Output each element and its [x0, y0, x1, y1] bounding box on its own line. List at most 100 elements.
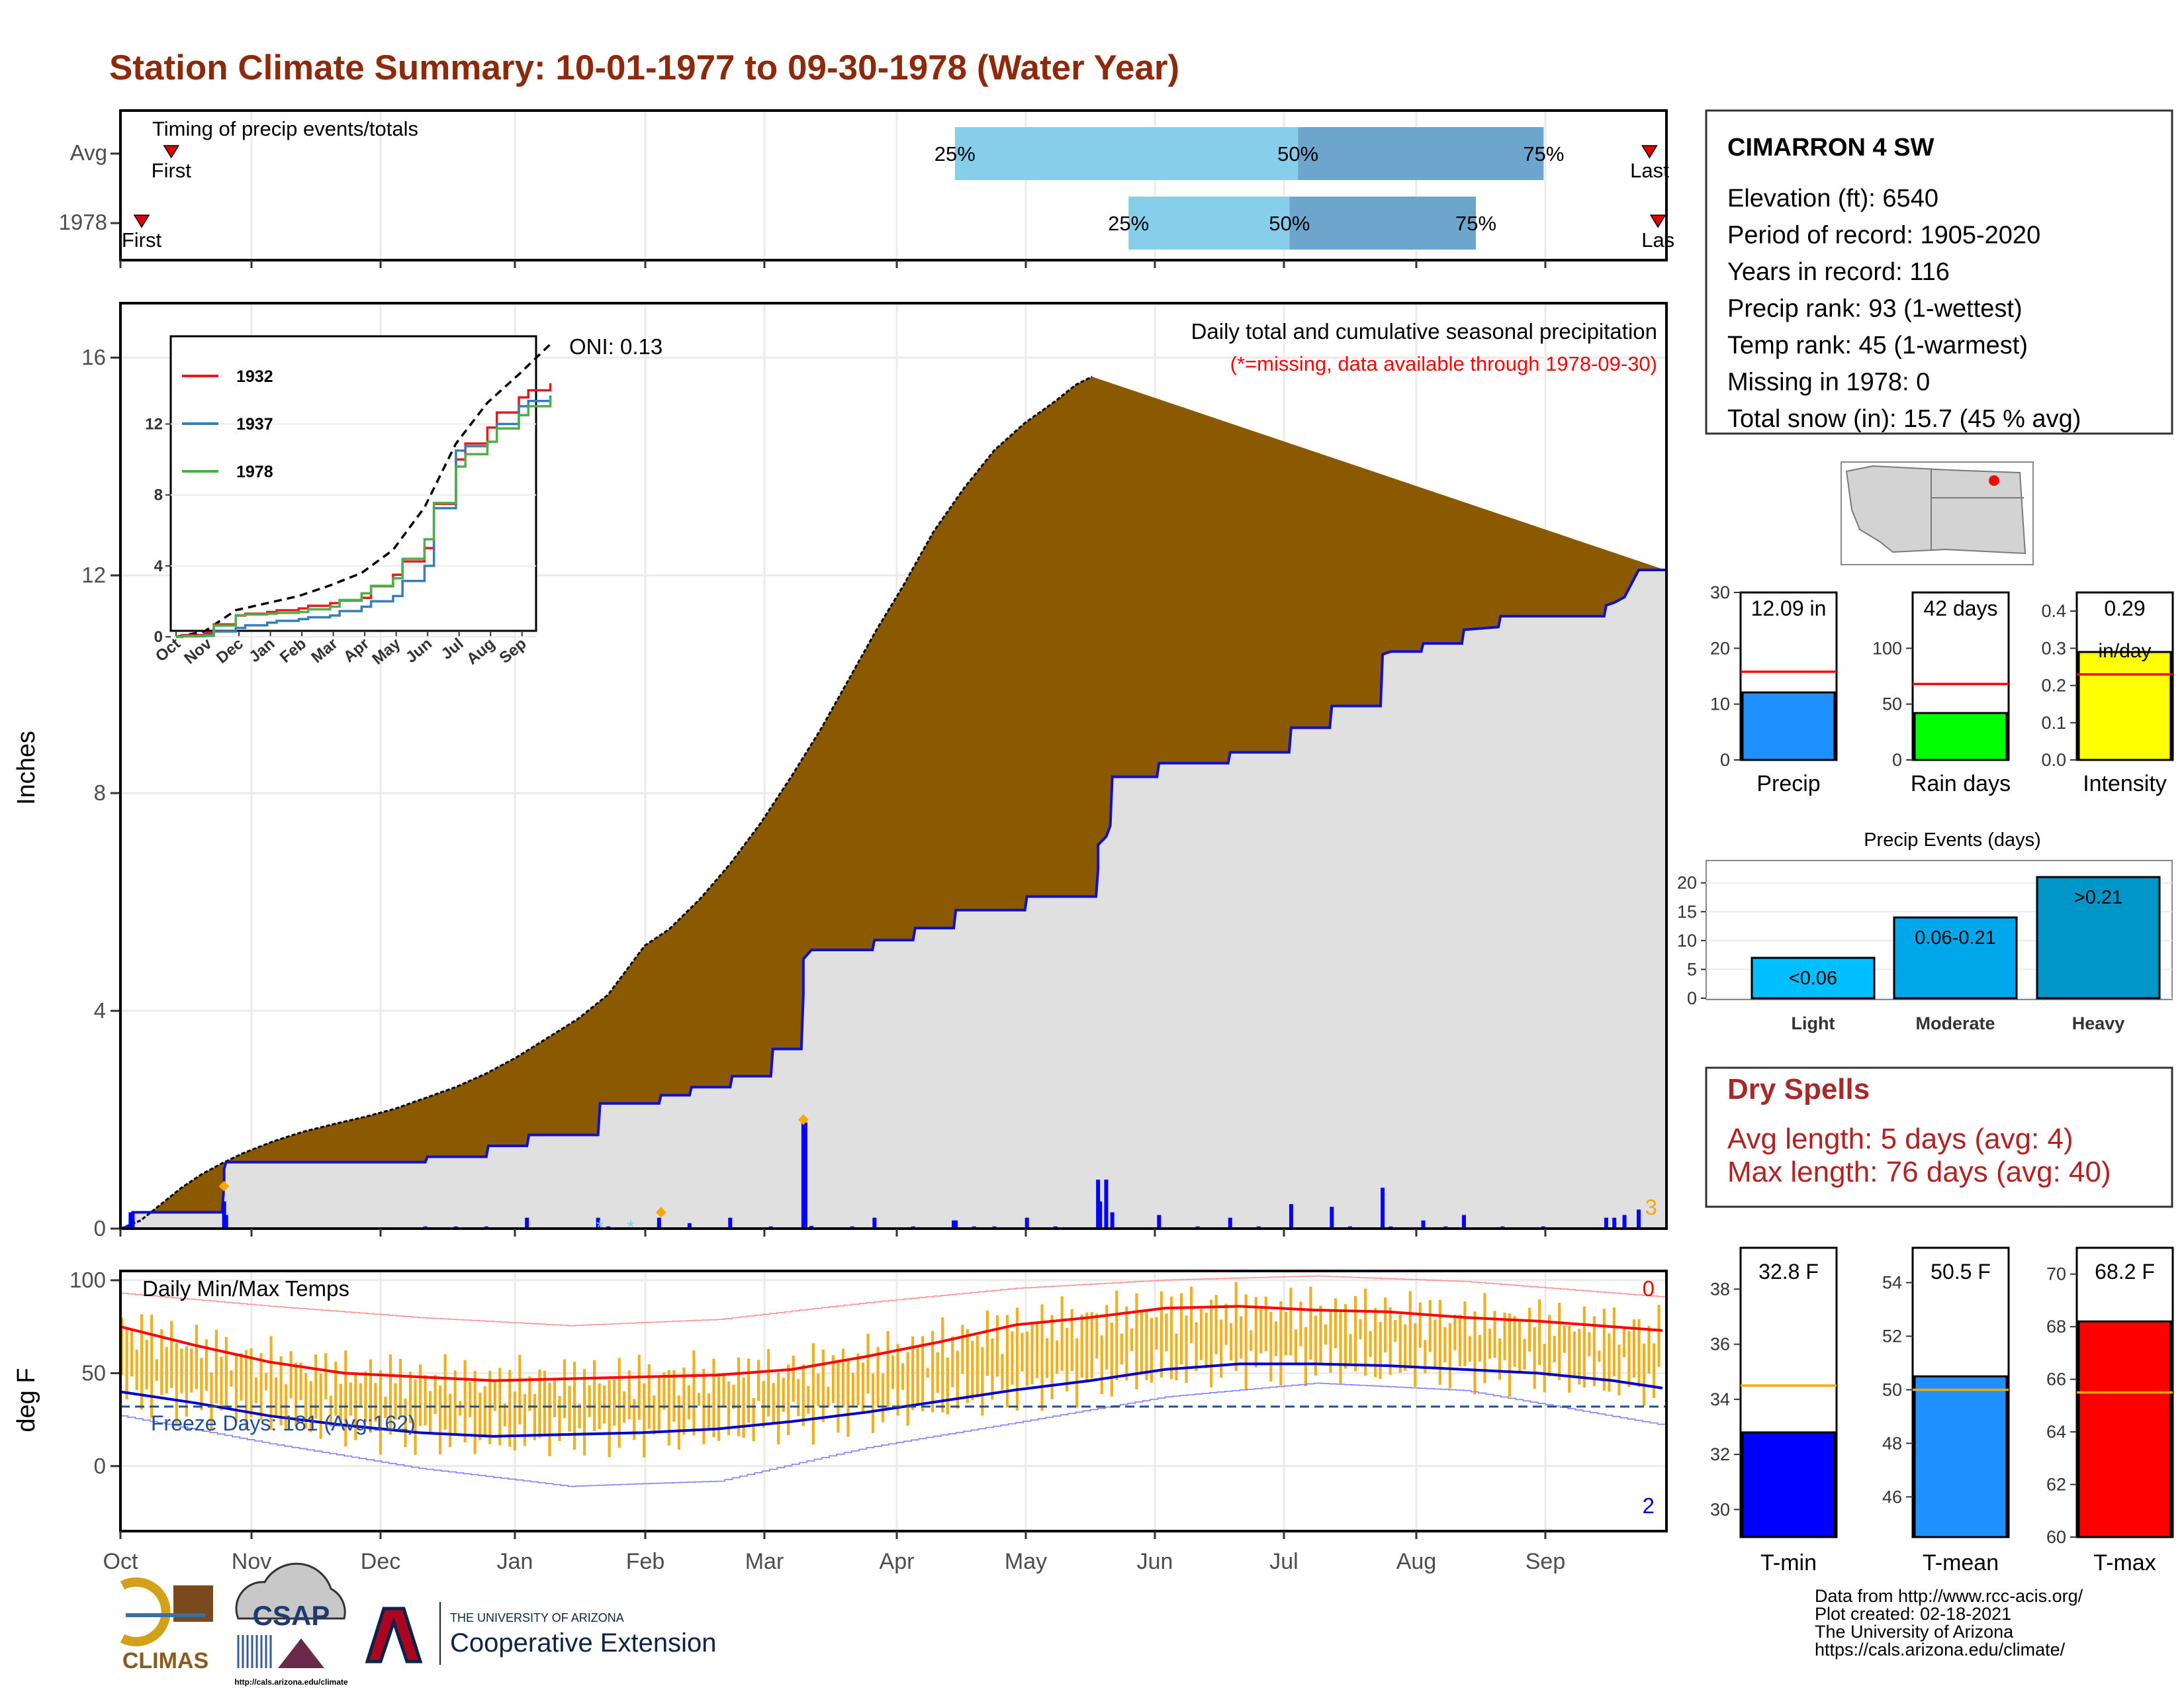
daily-temp-bar [727, 1382, 731, 1436]
daily-temp-bar [1608, 1333, 1611, 1392]
daily-temp-bar [1080, 1315, 1083, 1378]
daily-temp-bar [831, 1355, 835, 1403]
daily-temp-bar [394, 1383, 397, 1421]
temp-summary-ytick-label: 64 [2046, 1422, 2066, 1442]
daily-temp-bar [1056, 1340, 1059, 1374]
daily-temp-bar [210, 1372, 213, 1430]
daily-temp-bar [1438, 1299, 1441, 1385]
daily-temp-bar [976, 1335, 979, 1397]
timing-pct-25: 25% [1108, 212, 1149, 235]
daily-temp-bar [1284, 1311, 1287, 1356]
credit-line: The University of Arizona [1815, 1622, 2014, 1642]
temp-y-axis-label: deg F [13, 1368, 40, 1432]
daily-temp-bar [1528, 1307, 1531, 1352]
daily-temp-bar [1179, 1293, 1183, 1365]
daily-temp-bar [1453, 1315, 1457, 1350]
station-info-line: Period of record: 1905-2020 [1727, 222, 2040, 250]
csap-logo-text: CSAP [253, 1600, 330, 1631]
daily-temp-bar [388, 1354, 392, 1435]
daily-temp-bar [1066, 1327, 1069, 1392]
daily-temp-bar [662, 1372, 666, 1410]
precip-corner-count: 3 [1645, 1195, 1657, 1219]
daily-temp-bar [259, 1353, 263, 1420]
daily-precip-bar [130, 1212, 135, 1229]
daily-temp-bar [155, 1359, 158, 1382]
daily-temp-bar [1468, 1336, 1472, 1362]
daily-temp-bar [1105, 1305, 1109, 1370]
last-event-marker [1641, 145, 1658, 159]
daily-temp-bar [1408, 1291, 1412, 1369]
month-label: May [1005, 1549, 1047, 1574]
daily-temp-bar [314, 1354, 318, 1419]
daily-precip-bar [801, 1122, 805, 1229]
dry-spells-max: Max length: 76 days (avg: 40) [1727, 1156, 2111, 1188]
events-title: Precip Events (days) [1864, 829, 2041, 851]
daily-temp-bar [995, 1315, 999, 1377]
daily-temp-bar [165, 1346, 168, 1394]
mountain-icon [278, 1638, 324, 1668]
daily-temp-bar [1359, 1319, 1362, 1340]
event-bar [1893, 916, 2018, 1000]
mini-bar-value-label: 42 days [1923, 596, 1997, 620]
ua-logo-big-text: Cooperative Extension [450, 1628, 716, 1658]
daily-precip-bar [1110, 1212, 1115, 1229]
mini-bar-ytick-label: 0.1 [2041, 713, 2066, 733]
daily-temp-bar [443, 1354, 447, 1430]
inset-series-line [176, 397, 552, 638]
daily-temp-bar [1115, 1290, 1118, 1381]
daily-temp-bar [1498, 1338, 1502, 1380]
daily-temp-bar [240, 1353, 243, 1401]
daily-temp-bar [1374, 1307, 1377, 1378]
daily-temp-bar [339, 1383, 342, 1425]
daily-temp-bar [478, 1392, 482, 1440]
event-bar-label: <0.06 [1789, 968, 1837, 989]
daily-temp-bar [1592, 1316, 1596, 1387]
daily-temp-bar [1473, 1311, 1477, 1395]
daily-temp-bar [518, 1354, 522, 1425]
mini-bar-ytick-label: 20 [1710, 638, 1730, 658]
daily-temp-bar [1035, 1322, 1039, 1379]
daily-temp-bar [1364, 1288, 1367, 1376]
temp-summary-ytick-label: 48 [1882, 1433, 1902, 1453]
temp-summary-value-label: 68.2 F [2095, 1260, 2155, 1284]
temp-panel-border [119, 1270, 1668, 1532]
daily-precip-bar [728, 1217, 733, 1229]
daily-temp-bar [1424, 1340, 1427, 1374]
daily-temp-bar [1637, 1319, 1641, 1387]
timing-row-label: 1978 [59, 210, 107, 234]
daily-temp-bar [637, 1354, 641, 1420]
daily-temp-bar [553, 1380, 557, 1417]
timing-panel-border [119, 109, 1668, 261]
daily-temp-bar [1508, 1313, 1512, 1397]
temp-summary-ytick-label: 68 [2046, 1317, 2066, 1336]
daily-temp-bar [926, 1368, 929, 1378]
large-event-marker [655, 1207, 666, 1218]
daily-temp-bar [657, 1376, 660, 1430]
daily-precip-bar [872, 1217, 877, 1229]
first-event-marker [163, 145, 180, 159]
precip-panel-note: (*=missing, data available through 1978-… [1230, 352, 1657, 375]
daily-temp-bar [439, 1385, 442, 1455]
temp-summary-ytick-label: 32 [1710, 1444, 1730, 1464]
daily-temp-bar [170, 1321, 173, 1389]
daily-temp-bar [1563, 1325, 1566, 1353]
climas-logo-icon [120, 1577, 171, 1646]
daily-temp-bar [200, 1358, 203, 1411]
daily-temp-bar [946, 1357, 949, 1415]
daily-temp-bar [921, 1336, 925, 1411]
daily-temp-bar [1443, 1327, 1447, 1363]
daily-temp-bar [354, 1375, 357, 1440]
daily-temp-bar [782, 1378, 785, 1412]
daily-temp-bar [299, 1362, 302, 1401]
daily-temp-bar [1025, 1331, 1029, 1386]
mini-bar-name: Rain days [1911, 771, 2011, 796]
daily-temp-bar [911, 1336, 915, 1410]
month-label: Apr [880, 1549, 915, 1574]
mini-bar-ytick-label: 0 [1720, 750, 1730, 770]
daily-temp-bar [1647, 1326, 1651, 1374]
daily-temp-bar [951, 1336, 954, 1387]
daily-temp-bar [837, 1362, 840, 1433]
daily-temp-bar [891, 1355, 895, 1389]
daily-temp-bar [966, 1329, 969, 1403]
daily-temp-bar [1299, 1301, 1302, 1346]
